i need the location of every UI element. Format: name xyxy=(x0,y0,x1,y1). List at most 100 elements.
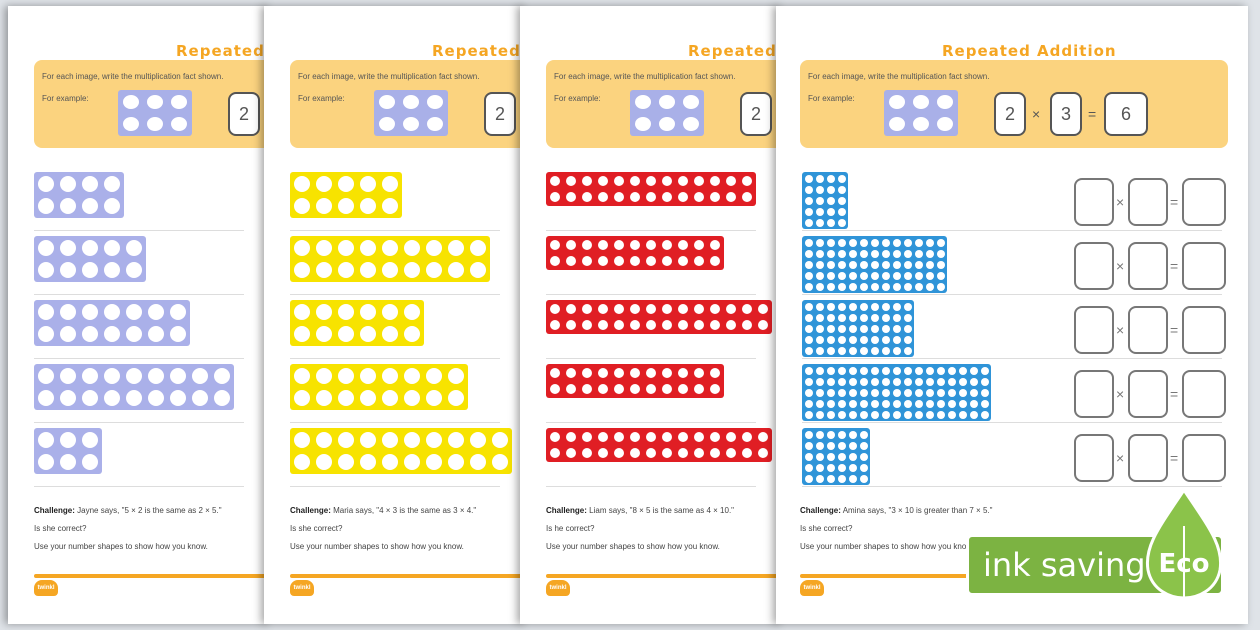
twinkl-logo: twinkl xyxy=(34,580,58,596)
answer-factor-1-box[interactable] xyxy=(1074,242,1114,290)
row-divider xyxy=(290,358,500,359)
number-shape-row xyxy=(290,236,490,282)
worksheet-purple[interactable]: Repeated A For each image, write the mul… xyxy=(8,6,270,624)
challenge-prompt: Use your number shapes to show how you k… xyxy=(546,542,720,551)
challenge-line: Challenge: Jayne says, "5 × 2 is the sam… xyxy=(34,506,222,515)
sheet-title: Repeated A xyxy=(432,42,526,60)
equals-sign: = xyxy=(1170,258,1179,274)
challenge-line: Challenge: Amina says, "3 × 10 is greate… xyxy=(800,506,993,515)
instruction-box: For each image, write the multiplication… xyxy=(290,60,526,148)
number-shape-row xyxy=(546,172,756,206)
row-divider xyxy=(802,422,1222,423)
row-divider xyxy=(34,422,244,423)
row-divider xyxy=(290,422,500,423)
row-divider xyxy=(802,230,1222,231)
answer-product-box[interactable] xyxy=(1182,178,1226,226)
example-factor-1-box: 2 xyxy=(994,92,1026,136)
example-number-shape xyxy=(630,90,704,136)
number-shape-row xyxy=(802,236,947,293)
equals-sign: = xyxy=(1088,106,1097,122)
leaf-icon: Eco xyxy=(1145,487,1223,604)
row-divider xyxy=(546,294,756,295)
challenge-question: Is she correct? xyxy=(34,524,87,533)
example-number-shape xyxy=(118,90,192,136)
times-sign: × xyxy=(1116,450,1125,466)
challenge-prompt: Use your number shapes to show how you k… xyxy=(290,542,464,551)
example-number-shape xyxy=(884,90,958,136)
equals-sign: = xyxy=(1170,386,1179,402)
twinkl-logo: twinkl xyxy=(800,580,824,596)
example-label: For example: xyxy=(808,94,855,103)
challenge-prompt: Use your number shapes to show how you k… xyxy=(34,542,208,551)
number-shape-row xyxy=(546,364,724,398)
instruction-text: For each image, write the multiplication… xyxy=(42,72,224,81)
number-shape-row xyxy=(34,236,146,282)
times-sign: × xyxy=(1116,386,1125,402)
number-shape-row xyxy=(546,236,724,270)
number-shape-row xyxy=(34,300,190,346)
row-divider xyxy=(546,358,756,359)
challenge-question: Is she correct? xyxy=(290,524,343,533)
challenge-line: Challenge: Maria says, "4 × 3 is the sam… xyxy=(290,506,477,515)
footer-line xyxy=(290,574,526,578)
number-shape-row xyxy=(802,364,991,421)
number-shape-row xyxy=(802,172,848,229)
answer-factor-2-box[interactable] xyxy=(1128,178,1168,226)
row-divider xyxy=(34,486,244,487)
row-divider xyxy=(546,486,756,487)
equals-sign: = xyxy=(1170,194,1179,210)
row-divider xyxy=(802,294,1222,295)
answer-factor-2-box[interactable] xyxy=(1128,370,1168,418)
example-product-box: 6 xyxy=(1104,92,1148,136)
number-shape-row xyxy=(290,300,424,346)
row-divider xyxy=(802,486,1222,487)
instruction-box: For each image, write the multiplication… xyxy=(34,60,270,148)
times-sign: × xyxy=(1116,194,1125,210)
answer-product-box[interactable] xyxy=(1182,306,1226,354)
number-shape-row xyxy=(34,172,124,218)
number-shape-row xyxy=(546,428,772,462)
answer-factor-1-box[interactable] xyxy=(1074,370,1114,418)
answer-product-box[interactable] xyxy=(1182,434,1226,482)
number-shape-row xyxy=(802,300,914,357)
sheet-title: Repeated A xyxy=(688,42,782,60)
number-shape-row xyxy=(34,364,234,410)
number-shape-row xyxy=(290,364,468,410)
row-divider xyxy=(290,230,500,231)
worksheet-blue[interactable]: Repeated Addition For each image, write … xyxy=(776,6,1248,624)
instruction-text: For each image, write the multiplication… xyxy=(808,72,990,81)
challenge-line: Challenge: Liam says, "8 × 5 is the same… xyxy=(546,506,735,515)
row-divider xyxy=(34,294,244,295)
example-label: For example: xyxy=(42,94,89,103)
challenge-question: Is he correct? xyxy=(546,524,595,533)
answer-factor-1-box[interactable] xyxy=(1074,178,1114,226)
twinkl-logo: twinkl xyxy=(290,580,314,596)
times-sign: × xyxy=(1032,106,1041,122)
instruction-box: For each image, write the multiplication… xyxy=(800,60,1228,148)
answer-factor-2-box[interactable] xyxy=(1128,434,1168,482)
example-label: For example: xyxy=(298,94,345,103)
example-factor-2-box: 3 xyxy=(1050,92,1082,136)
row-divider xyxy=(290,486,500,487)
equals-sign: = xyxy=(1170,322,1179,338)
answer-factor-1-box[interactable] xyxy=(1074,306,1114,354)
ink-saving-label: ink saving xyxy=(983,546,1146,584)
number-shape-row xyxy=(290,428,512,474)
worksheet-red[interactable]: Repeated A For each image, write the mul… xyxy=(520,6,782,624)
row-divider xyxy=(802,358,1222,359)
answer-factor-2-box[interactable] xyxy=(1128,306,1168,354)
row-divider xyxy=(34,230,244,231)
eco-label: Eco xyxy=(1158,549,1209,579)
number-shape-row xyxy=(546,300,772,334)
answer-product-box[interactable] xyxy=(1182,370,1226,418)
example-factor-box: 2 xyxy=(228,92,260,136)
example-factor-box: 2 xyxy=(484,92,516,136)
challenge-question: Is she correct? xyxy=(800,524,853,533)
row-divider xyxy=(546,230,756,231)
answer-factor-1-box[interactable] xyxy=(1074,434,1114,482)
sheet-title: Repeated Addition xyxy=(942,42,1117,60)
sheet-title: Repeated A xyxy=(176,42,270,60)
answer-product-box[interactable] xyxy=(1182,242,1226,290)
answer-factor-2-box[interactable] xyxy=(1128,242,1168,290)
worksheet-yellow[interactable]: Repeated A For each image, write the mul… xyxy=(264,6,526,624)
